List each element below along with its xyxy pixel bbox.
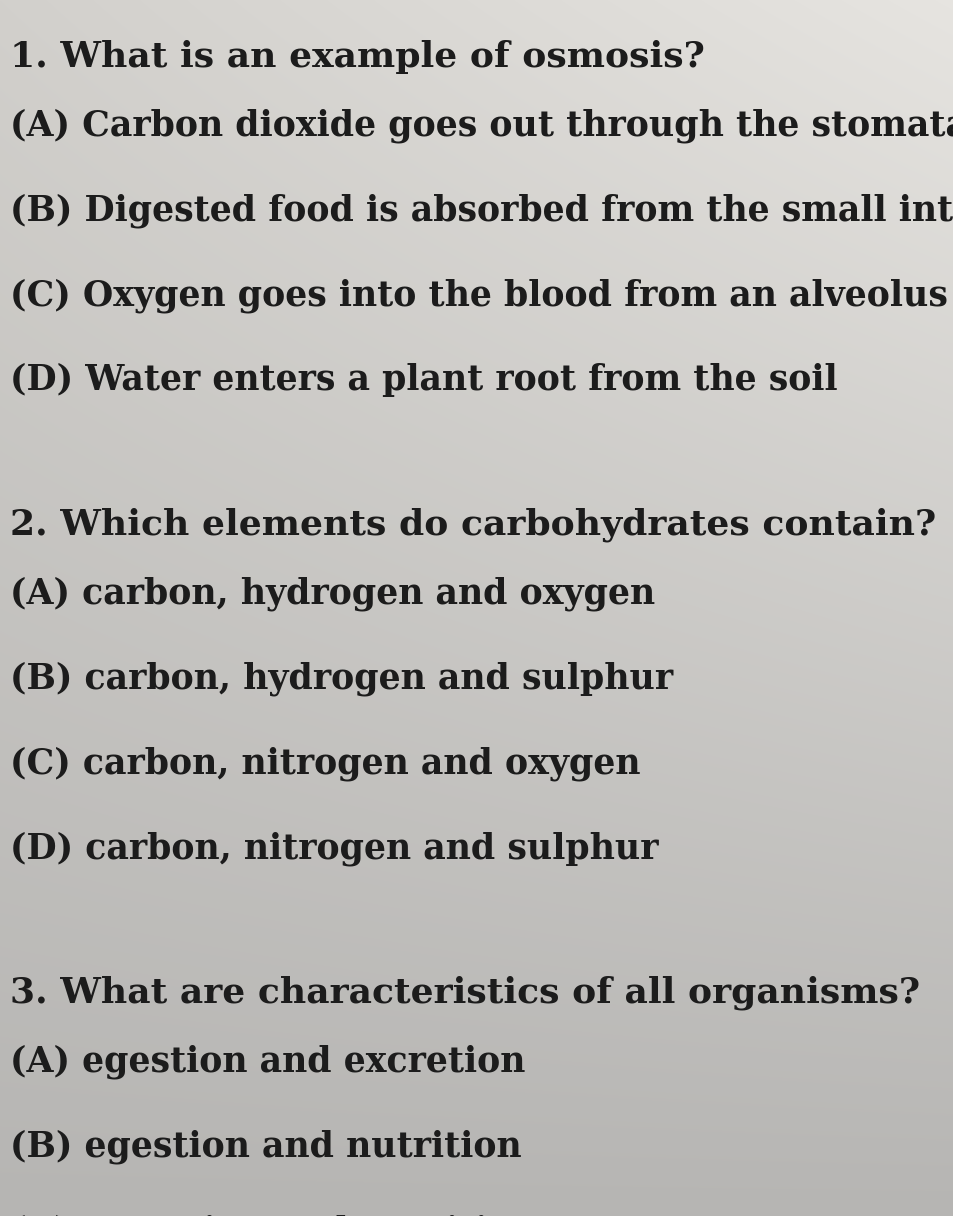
Text: 3. What are characteristics of all organisms?: 3. What are characteristics of all organ… bbox=[10, 976, 919, 1010]
Text: (A) carbon, hydrogen and oxygen: (A) carbon, hydrogen and oxygen bbox=[10, 576, 655, 610]
Text: (C) carbon, nitrogen and oxygen: (C) carbon, nitrogen and oxygen bbox=[10, 745, 639, 781]
Text: (B) egestion and nutrition: (B) egestion and nutrition bbox=[10, 1128, 521, 1164]
Text: (C) excretion and nutrition: (C) excretion and nutrition bbox=[10, 1214, 536, 1216]
Text: 2. Which elements do carbohydrates contain?: 2. Which elements do carbohydrates conta… bbox=[10, 508, 935, 542]
Text: (D) Water enters a plant root from the soil: (D) Water enters a plant root from the s… bbox=[10, 364, 837, 398]
Text: (A) egestion and excretion: (A) egestion and excretion bbox=[10, 1045, 525, 1079]
Text: 1. What is an example of osmosis?: 1. What is an example of osmosis? bbox=[10, 40, 704, 74]
Text: (D) carbon, nitrogen and sulphur: (D) carbon, nitrogen and sulphur bbox=[10, 831, 658, 866]
Text: (B) Digested food is absorbed from the small intestine: (B) Digested food is absorbed from the s… bbox=[10, 193, 953, 227]
Text: (C) Oxygen goes into the blood from an alveolus: (C) Oxygen goes into the blood from an a… bbox=[10, 278, 947, 313]
Text: (A) Carbon dioxide goes out through the stomata of a leaf: (A) Carbon dioxide goes out through the … bbox=[10, 108, 953, 142]
Text: (B) carbon, hydrogen and sulphur: (B) carbon, hydrogen and sulphur bbox=[10, 662, 673, 696]
